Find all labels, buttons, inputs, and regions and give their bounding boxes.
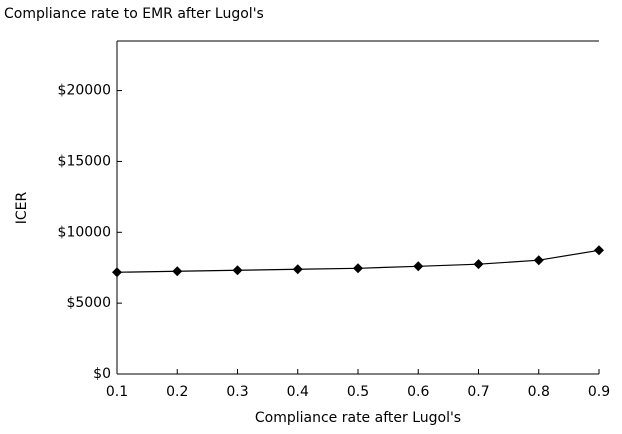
y-axis-label: ICER — [14, 191, 30, 224]
x-tick-label: 0.6 — [407, 384, 429, 400]
x-tick-label: 0.5 — [347, 384, 369, 400]
y-tick-label: $0 — [93, 366, 111, 382]
x-tick-label: 0.1 — [106, 384, 128, 400]
data-point — [292, 264, 303, 275]
data-point — [172, 266, 183, 277]
x-tick-label: 0.3 — [226, 384, 248, 400]
y-tick-label: $20000 — [58, 83, 111, 99]
data-point — [232, 265, 243, 276]
data-point — [473, 259, 484, 270]
y-tick-label: $5000 — [66, 295, 111, 311]
y-tick-label: $15000 — [58, 153, 111, 169]
data-point — [533, 255, 544, 266]
x-tick-label: 0.7 — [467, 384, 489, 400]
chart-title: Compliance rate to EMR after Lugol's — [4, 6, 264, 22]
x-tick-label: 0.2 — [166, 384, 188, 400]
data-point — [112, 267, 122, 278]
x-tick-label: 0.9 — [588, 384, 610, 400]
x-tick-label: 0.4 — [287, 384, 309, 400]
data-point — [413, 261, 424, 272]
x-axis-label: Compliance rate after Lugol's — [255, 410, 461, 426]
x-tick-label: 0.8 — [528, 384, 550, 400]
data-point — [594, 245, 604, 256]
data-point — [353, 263, 363, 274]
y-tick-label: $10000 — [58, 224, 111, 240]
